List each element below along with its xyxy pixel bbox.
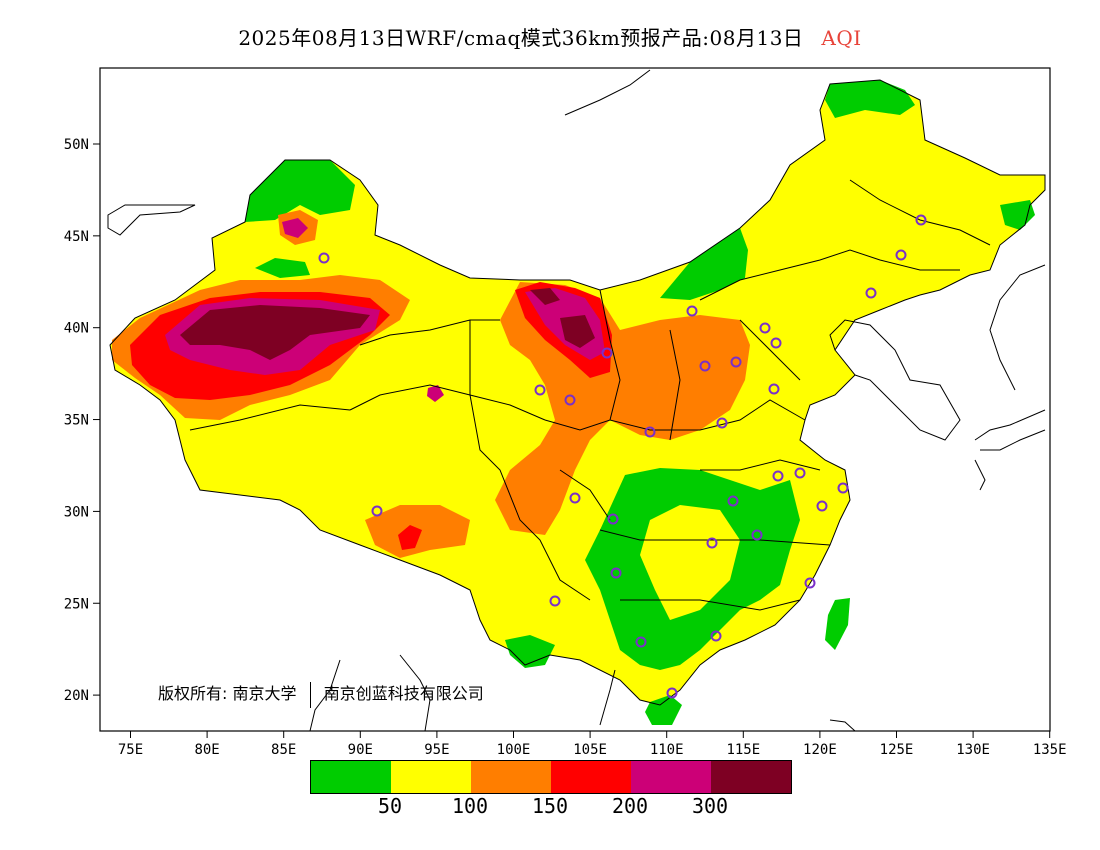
aqi-region-good-hainan [645,695,682,725]
aqi-region-good-north [825,80,915,118]
aqi-region-good-mongolia [660,228,748,300]
legend-label: 100 [451,794,489,818]
station-marker [318,252,330,264]
station-marker [710,630,722,642]
lat-tick-label: 35N [64,413,89,429]
lon-tick-label: 95E [424,742,449,758]
station-marker [564,394,576,406]
legend-swatch [391,761,471,793]
boundaries [109,79,1046,706]
station-marker [666,687,678,699]
station-marker [610,567,622,579]
legend-swatch [631,761,711,793]
station-marker [601,347,613,359]
station-marker [759,322,771,334]
legend-swatch [311,761,391,793]
station-marker [686,305,698,317]
lon-tick-label: 130E [956,742,990,758]
station-marker [716,417,728,429]
station-marker [751,529,763,541]
lon-tick-label: 100E [497,742,531,758]
copyright-divider [309,681,311,708]
plot-frame [99,67,1051,732]
aqi-region-good-xinjiang-mid [255,258,310,278]
copyright-org-nju: 南京大学 [232,684,297,703]
aqi-region-vunhealthy-xinjiang-north [282,218,308,238]
aqi-region-moderate-south-inner [640,505,740,620]
aqi-legend-labels: 50 100 150 200 300 [310,794,790,818]
legend-label: 200 [611,794,649,818]
station-marker [635,636,647,648]
aqi-region-hazardous-ordos [530,288,595,348]
station-marker [569,492,581,504]
aqi-region-good-northeast [1000,200,1035,230]
lat-tick-label: 45N [64,229,89,245]
copyright-notice: 版权所有: 南京大学 南京创蓝科技有限公司 [158,680,484,708]
station-marker [607,513,619,525]
station-marker [699,360,711,372]
aqi-region-vunhealthy-qinghai [427,385,444,402]
axis-ticks [93,143,1051,738]
lon-tick-label: 80E [194,742,219,758]
aqi-region-good-xinjiang-north [245,160,355,222]
station-marker [770,337,782,349]
coastlines [107,69,1046,731]
legend-label: 50 [377,794,403,818]
legend-swatch [551,761,631,793]
station-markers [318,214,927,699]
station-marker [816,500,828,512]
lon-tick-label: 75E [118,742,143,758]
lon-tick-label: 115E [726,742,760,758]
lon-tick-label: 105E [573,742,607,758]
station-marker [768,383,780,395]
aqi-region-good-taiwan [825,598,850,650]
station-marker [794,467,806,479]
aqi-region-unhealthy-tibet [398,525,422,550]
lon-tick-label: 110E [650,742,684,758]
lon-tick-label: 120E [803,742,837,758]
station-marker [644,426,656,438]
station-marker [915,214,927,226]
lat-tick-label: 50N [64,137,89,153]
map-title: 2025年08月13日WRF/cmaq模式36km预报产品:08月13日 AQI [0,22,1100,51]
legend-swatch [471,761,551,793]
legend-label: 150 [531,794,569,818]
lon-tick-label: 135E [1033,742,1067,758]
lon-tick-label: 90E [348,742,373,758]
station-marker [534,384,546,396]
station-marker [727,495,739,507]
title-text: 2025年08月13日WRF/cmaq模式36km预报产品:08月13日 [238,26,804,50]
station-marker [772,470,784,482]
map-plot-area [107,69,1046,731]
aqi-region-hazardous-xinjiang [180,305,370,360]
station-marker [895,249,907,261]
aqi-region-good-southwest [505,635,555,668]
aqi-color-legend [310,760,792,794]
station-marker [706,537,718,549]
lat-tick-label: 30N [64,504,89,520]
station-marker [549,595,561,607]
title-variable: AQI [821,26,862,50]
lat-tick-label: 40N [64,321,89,337]
station-marker [730,356,742,368]
station-marker [371,505,383,517]
station-marker [865,287,877,299]
legend-label: 300 [691,794,729,818]
station-marker [837,482,849,494]
lon-tick-label: 125E [880,742,914,758]
station-marker [804,577,816,589]
copyright-prefix: 版权所有: [158,684,228,703]
legend-swatch [711,761,791,793]
lon-tick-label: 85E [271,742,296,758]
axis-tick-labels: 75E 80E 85E 90E 95E 100E 105E 110E 115E 120E 125E 1… [64,137,1067,758]
copyright-org-chuanglan: 南京创蓝科技有限公司 [323,684,484,703]
lat-tick-label: 20N [64,688,89,704]
lat-tick-label: 25N [64,596,89,612]
